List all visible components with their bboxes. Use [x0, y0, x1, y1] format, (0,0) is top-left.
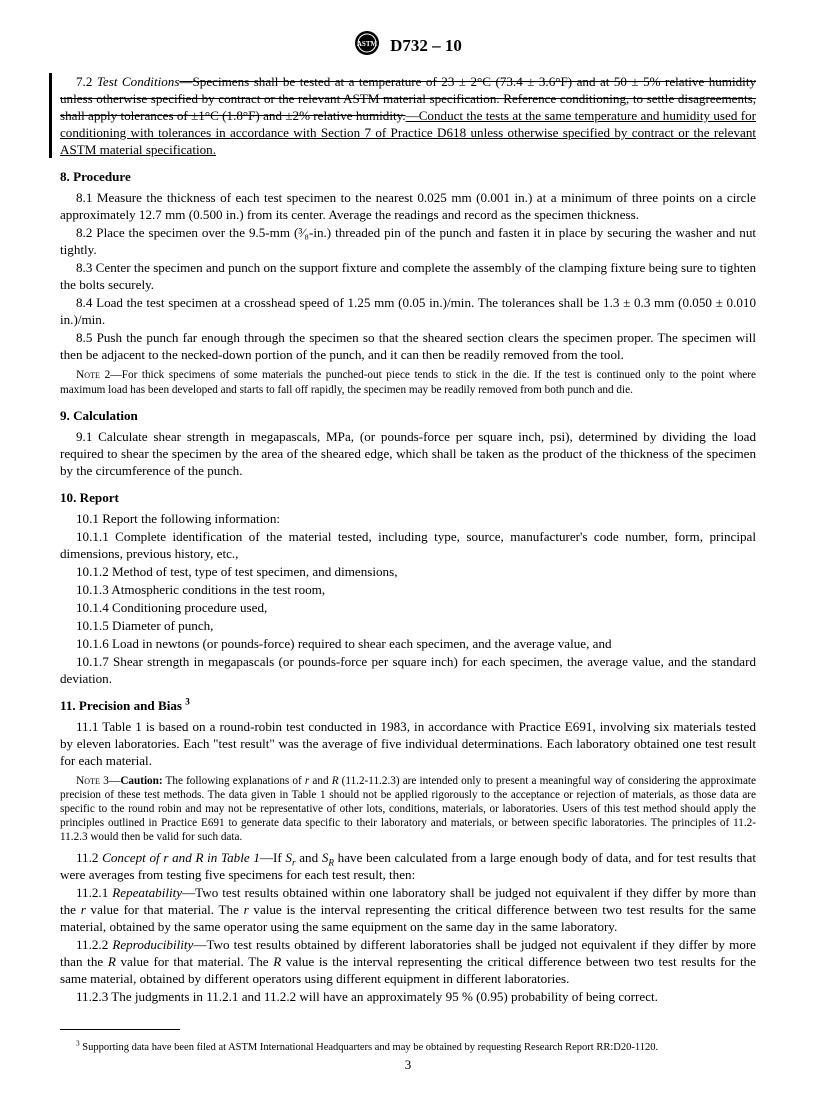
- var-R-3: R: [273, 954, 281, 969]
- para-11-2-b: and: [296, 850, 322, 865]
- page-number: 3: [0, 1057, 816, 1073]
- para-8-3: 8.3 Center the specimen and punch on the…: [60, 259, 756, 293]
- note-3-a: The following explanations of: [163, 775, 305, 787]
- footnote-3: 3 Supporting data have been filed at AST…: [60, 1041, 756, 1054]
- para-10-1-1: 10.1.1 Complete identification of the ma…: [60, 528, 756, 562]
- para-8-4: 8.4 Load the test specimen at a crosshea…: [60, 294, 756, 328]
- para-11-2-2-b: value for that material. The: [116, 954, 273, 969]
- designation: D732 – 10: [390, 36, 462, 56]
- heading-11-text: 11. Precision and Bias: [60, 698, 185, 713]
- para-11-2-1: 11.2.1 Repeatability—Two test results ob…: [60, 884, 756, 935]
- svg-text:ASTM: ASTM: [357, 40, 378, 48]
- document-header: ASTM D732 – 10: [60, 30, 756, 61]
- section-8: 8. Procedure 8.1 Measure the thickness o…: [60, 168, 756, 397]
- astm-logo: ASTM: [354, 30, 380, 61]
- para-11-2-1-b: value for that material. The: [86, 902, 244, 917]
- heading-11-sup: 3: [185, 697, 190, 707]
- para-11-2-1-title: Repeatability: [112, 885, 182, 900]
- para-11-2-a: —If: [260, 850, 286, 865]
- para-10-1-6: 10.1.6 Load in newtons (or pounds-force)…: [60, 635, 756, 652]
- heading-8: 8. Procedure: [60, 168, 756, 185]
- para-11-2-3: 11.2.3 The judgments in 11.2.1 and 11.2.…: [60, 988, 756, 1005]
- para-11-2-2: 11.2.2 Reproducibility—Two test results …: [60, 936, 756, 987]
- note-3-lead: Note 3—: [76, 775, 120, 787]
- para-9-1: 9.1 Calculate shear strength in megapasc…: [60, 428, 756, 479]
- note-3-caution: Caution:: [120, 775, 162, 787]
- underline-dash: —: [406, 108, 419, 123]
- var-R-2: R: [108, 954, 116, 969]
- para-10-1-3: 10.1.3 Atmospheric conditions in the tes…: [60, 581, 756, 598]
- para-7-2: 7.2 Test Conditions—Specimens shall be t…: [60, 73, 756, 158]
- section-10: 10. Report 10.1 Report the following inf…: [60, 489, 756, 687]
- heading-11: 11. Precision and Bias 3: [60, 697, 756, 714]
- para-10-1-2: 10.1.2 Method of test, type of test spec…: [60, 563, 756, 580]
- footnote-text: Supporting data have been filed at ASTM …: [80, 1042, 658, 1053]
- para-11-2-title: Concept of r and R in Table 1: [102, 850, 260, 865]
- para-10-1-5: 10.1.5 Diameter of punch,: [60, 617, 756, 634]
- para-11-2-2-title: Reproducibility: [112, 937, 193, 952]
- para-8-2: 8.2 Place the specimen over the 9.5-mm (…: [60, 224, 756, 258]
- para-10-1-7: 10.1.7 Shear strength in megapascals (or…: [60, 653, 756, 687]
- para-11-2-2-lead: 11.2.2: [76, 937, 112, 952]
- para-11-2-lead: 11.2: [76, 850, 102, 865]
- para-8-5: 8.5 Push the punch far enough through th…: [60, 329, 756, 363]
- para-10-1: 10.1 Report the following information:: [60, 510, 756, 527]
- var-sR: SR: [322, 850, 334, 865]
- para-8-1: 8.1 Measure the thickness of each test s…: [60, 189, 756, 223]
- para-11-1: 11.1 Table 1 is based on a round-robin t…: [60, 718, 756, 769]
- para-11-2: 11.2 Concept of r and R in Table 1—If Sr…: [60, 849, 756, 883]
- note-3-b: and: [309, 775, 331, 787]
- footnote-rule: [60, 1029, 180, 1030]
- para-10-1-4: 10.1.4 Conditioning procedure used,: [60, 599, 756, 616]
- section-9: 9. Calculation 9.1 Calculate shear stren…: [60, 407, 756, 479]
- page: ASTM D732 – 10 7.2 Test Conditions—Speci…: [0, 0, 816, 1095]
- section-11: 11. Precision and Bias 3 11.1 Table 1 is…: [60, 697, 756, 1006]
- note-2-lead: Note 2—: [76, 369, 122, 381]
- para-num: 7.2: [76, 74, 97, 89]
- note-2: Note 2—For thick specimens of some mater…: [60, 368, 756, 396]
- note-3: Note 3—Caution: The following explanatio…: [60, 774, 756, 844]
- note-2-body: For thick specimens of some materials th…: [60, 369, 756, 395]
- heading-9: 9. Calculation: [60, 407, 756, 424]
- heading-10: 10. Report: [60, 489, 756, 506]
- var-sr: Sr: [285, 850, 295, 865]
- var-big-r: R: [332, 775, 339, 787]
- section-7-2-revised: 7.2 Test Conditions—Specimens shall be t…: [49, 73, 756, 158]
- para-title: Test Conditions: [97, 74, 180, 89]
- para-11-2-1-lead: 11.2.1: [76, 885, 112, 900]
